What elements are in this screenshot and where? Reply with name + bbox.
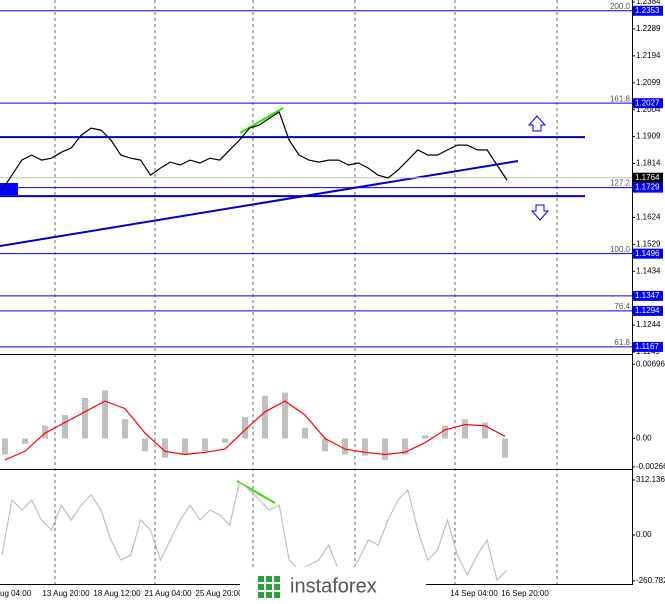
fib-price: 1.1729 [635, 183, 660, 192]
y-tick-label: 1.1624 [636, 212, 661, 221]
x-tick-label: 18 Aug 12:00 [93, 589, 141, 598]
fib-price: 1.1347 [635, 291, 660, 300]
divergence-line [239, 107, 284, 134]
fib-price-box [633, 290, 663, 301]
watermark: instaforex [240, 567, 426, 604]
y-tick-label: 1.1529 [636, 239, 661, 248]
x-tick-label: ug 04:00 [0, 589, 32, 598]
fib-ratio: 127.2 [610, 179, 631, 188]
trendline [0, 159, 519, 248]
x-tick-label: 21 Aug 04:00 [144, 589, 192, 598]
macd-bar [502, 438, 508, 458]
macd-bar [122, 419, 128, 439]
y-tick-label: 0.00 [636, 530, 652, 539]
y-tick-label: -0.00266 [636, 462, 665, 471]
fib-price: 1.1167 [635, 342, 659, 351]
y-tick-label: -260.7824 [636, 576, 665, 585]
macd-bar [322, 438, 328, 452]
fib-price: 1.1496 [635, 249, 660, 258]
fib-price-box [633, 182, 663, 193]
fib-price-box [633, 341, 663, 352]
watermark-icon [258, 576, 280, 598]
signal-line [4, 400, 506, 461]
fib-ratio: 100.0 [610, 245, 631, 254]
macd-bar [202, 438, 208, 452]
macd-bar [2, 438, 8, 455]
time-grid [54, 0, 558, 584]
macd-bar [102, 390, 108, 439]
macd-bar [242, 417, 248, 439]
price-line [1, 111, 508, 191]
macd-bar [62, 414, 68, 439]
fib-ratio: 76.4 [614, 302, 630, 311]
macd-bar [42, 425, 48, 439]
fib-ratio: 161.8 [610, 94, 631, 103]
macd-bar [342, 438, 348, 455]
cci-line [1, 480, 508, 582]
macd-bar [482, 422, 488, 439]
down-arrow [530, 204, 550, 221]
y-tick-label: 1.1434 [636, 266, 661, 275]
current-price: 1.1764 [635, 173, 660, 182]
fib-price-box [633, 248, 663, 259]
macd-bar [282, 392, 288, 439]
macd-bar [302, 427, 308, 439]
macd-bar [462, 419, 468, 439]
x-tick-label: 13 Aug 20:00 [42, 589, 90, 598]
x-tick-label: 25 Aug 20:00 [195, 589, 243, 598]
y-tick-label: 1.2384 [636, 0, 661, 6]
y-tick-label: 1.1814 [636, 159, 661, 168]
fib-ratio: 200.0 [610, 2, 631, 11]
macd-bar [142, 438, 148, 452]
fib-ratio: 61.8 [614, 338, 630, 347]
y-tick-label: 312.1363 [636, 475, 665, 484]
fib-price: 1.2353 [635, 6, 660, 15]
x-tick-label: 14 Sep 04:00 [450, 589, 498, 598]
fib-price: 1.1294 [635, 306, 660, 315]
macd-bar [422, 435, 428, 439]
fib-price: 1.2027 [635, 98, 660, 107]
x-tick-label: 16 Sep 20:00 [501, 589, 549, 598]
fib-price-box [633, 5, 663, 16]
y-tick-label: 0.00 [636, 434, 652, 443]
y-tick-label: 1.2004 [636, 105, 661, 114]
y-tick-label: 1.1244 [636, 320, 661, 329]
macd-bar [162, 438, 168, 458]
macd-bar [222, 438, 228, 443]
y-tick-label: 1.2194 [636, 51, 661, 60]
y-tick-label: 1.2099 [636, 78, 661, 87]
macd-bar [262, 395, 268, 439]
macd-bar [22, 438, 28, 444]
macd-bar [402, 438, 408, 455]
y-tick-label: 1.2289 [636, 24, 661, 33]
macd-bar [442, 425, 448, 439]
current-price-box [633, 172, 663, 183]
y-tick-label: 0.00696 [636, 359, 665, 368]
fib-price-box [633, 305, 663, 316]
y-tick-label: 1.1909 [636, 132, 661, 141]
fib-price-box [633, 98, 663, 109]
macd-bar [362, 438, 368, 456]
watermark-text: instaforex [290, 575, 377, 597]
up-arrow [527, 115, 547, 132]
macd-bar [182, 438, 188, 455]
macd-bar [382, 438, 388, 460]
macd-bar [82, 397, 88, 439]
